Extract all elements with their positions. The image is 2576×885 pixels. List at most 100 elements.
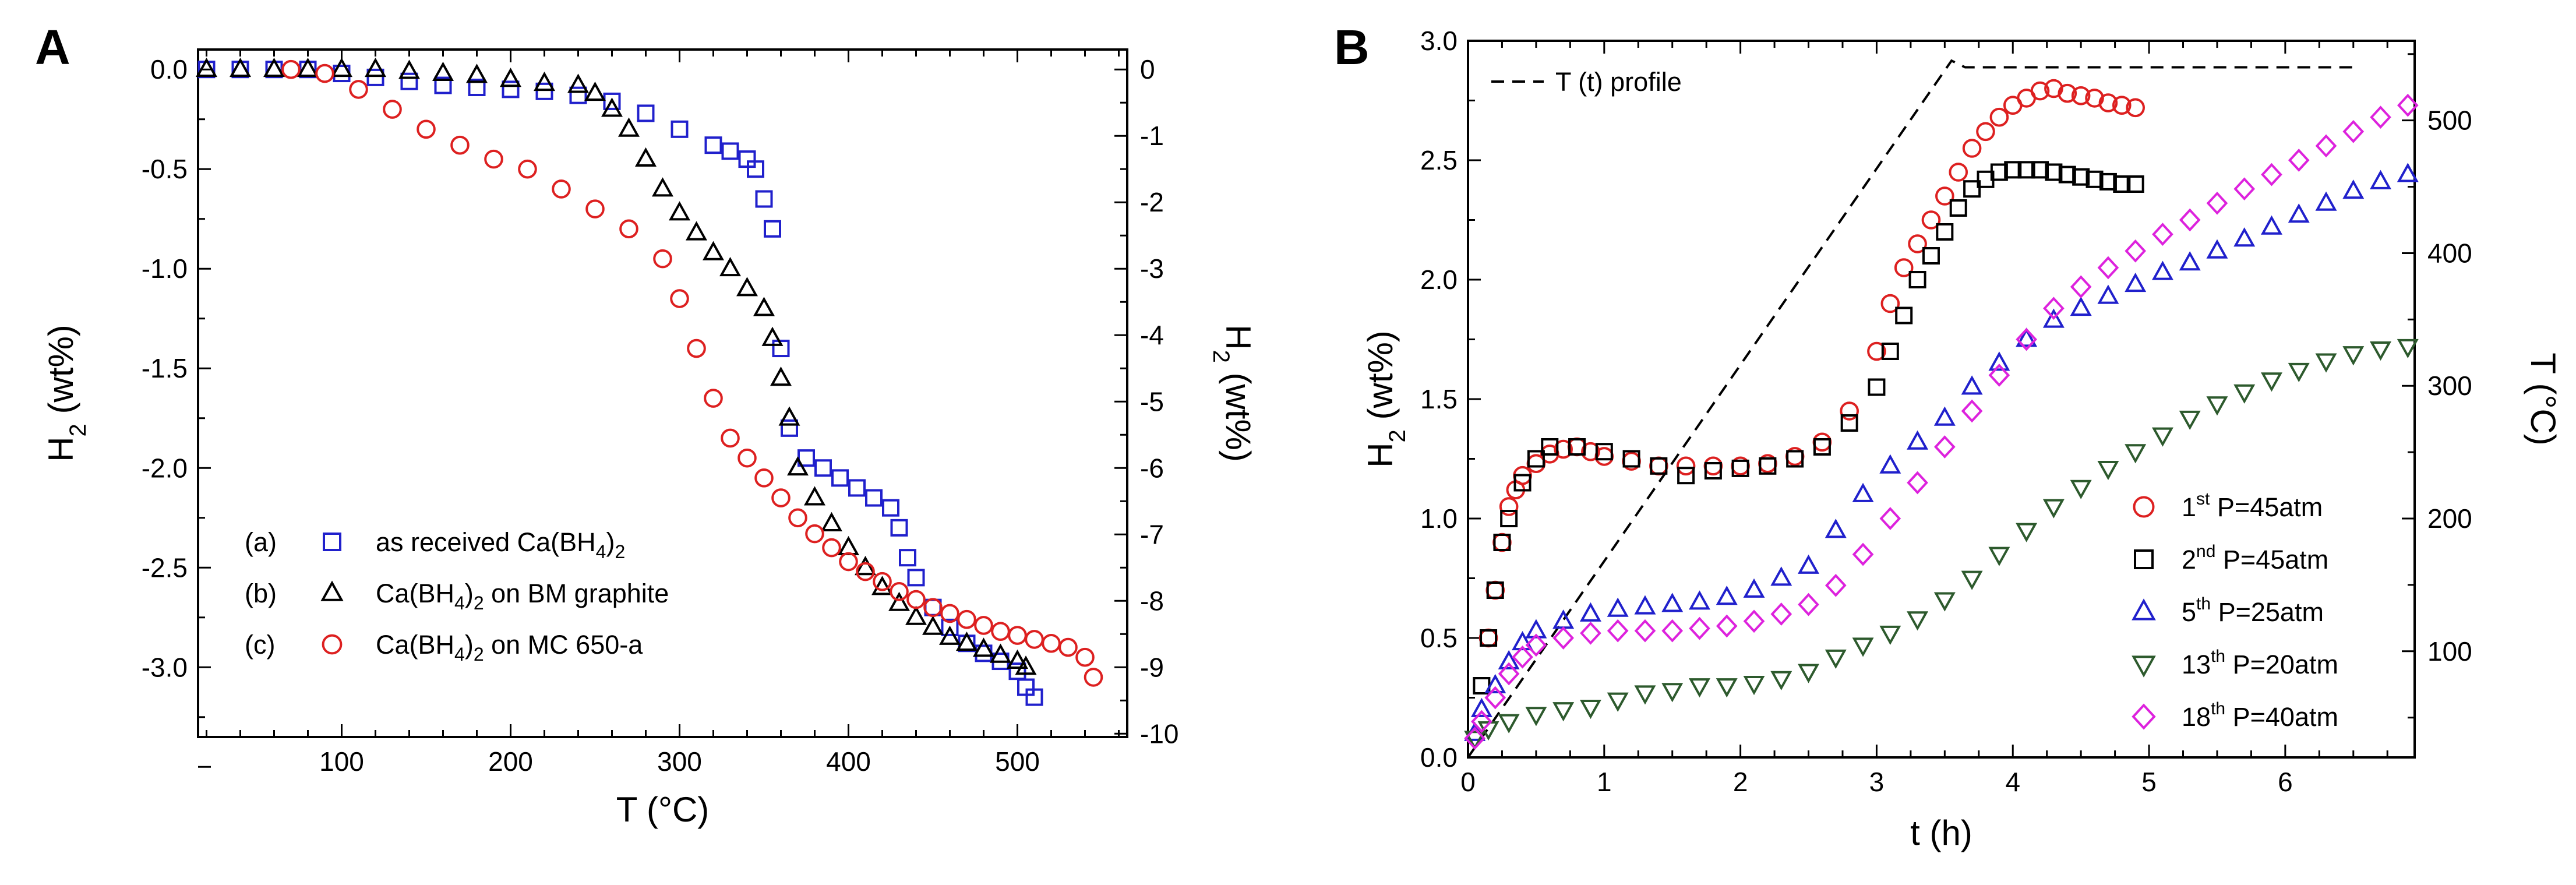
data-point — [1895, 306, 1913, 325]
x-tick-label-a: 200 — [488, 746, 533, 777]
data-point — [400, 72, 418, 90]
data-point — [1798, 664, 1820, 683]
data-point — [1989, 107, 2009, 127]
legend-label-a-0: (a) — [245, 527, 277, 557]
y-tick-label-a: 0.0 — [150, 54, 188, 84]
y2-axis-title-a-suffix: (wt%) — [1219, 363, 1258, 462]
data-point — [2342, 119, 2365, 143]
data-point — [957, 609, 976, 629]
data-point — [1485, 580, 1505, 600]
data-point — [1988, 364, 2010, 387]
data-point — [990, 643, 1011, 663]
data-point — [1554, 439, 1573, 459]
data-point — [2179, 410, 2201, 431]
legend-text-sub2: 2 — [474, 644, 484, 665]
legend-ordinal: 1 — [2182, 492, 2196, 522]
data-point — [991, 622, 1010, 641]
data-point — [2070, 479, 2092, 499]
data-point — [1008, 626, 1027, 645]
data-point — [1568, 438, 1586, 456]
data-point — [1471, 710, 1492, 734]
data-point — [1907, 471, 1928, 495]
series-a-0 — [197, 61, 1043, 706]
data-point — [502, 80, 520, 98]
data-point — [2126, 98, 2145, 118]
data-point — [1840, 414, 1858, 432]
y2-tick-label-a: -10 — [1140, 718, 1178, 749]
panel-letter-b: B — [1334, 20, 1370, 75]
data-point — [2397, 339, 2419, 359]
data-point — [398, 59, 420, 79]
y2-axis-title-a: H2 (wt%) — [1208, 325, 1258, 462]
data-point — [787, 456, 809, 476]
data-point — [2315, 191, 2337, 211]
data-point — [2016, 327, 2038, 347]
data-point — [1907, 430, 1929, 450]
data-point — [2370, 105, 2391, 129]
data-point — [2070, 275, 2092, 299]
data-point — [1840, 401, 1859, 421]
data-point — [2233, 177, 2256, 201]
legend-text-end: ) — [606, 527, 615, 557]
data-point — [2016, 523, 2038, 542]
data-point — [1042, 633, 1061, 653]
data-point — [2016, 327, 2037, 351]
data-point — [669, 201, 690, 221]
legend-text-sub2: 2 — [615, 541, 625, 562]
x-tick-label-a: 400 — [826, 746, 871, 777]
data-point — [1770, 671, 1792, 690]
y2-tick-label-a: -4 — [1140, 320, 1164, 350]
data-point — [2125, 444, 2147, 464]
data-point — [2151, 260, 2173, 280]
data-point — [1880, 294, 1900, 313]
data-point — [1579, 699, 1601, 720]
data-point — [2151, 427, 2173, 447]
data-point — [778, 406, 800, 426]
data-point — [1759, 457, 1777, 475]
data-point — [2288, 149, 2310, 172]
data-point — [601, 97, 623, 117]
data-point — [2098, 93, 2118, 112]
data-point — [1689, 616, 1710, 640]
data-point — [761, 326, 784, 346]
data-point — [805, 524, 824, 544]
y-axis-title-b-sub: 2 — [1385, 429, 1410, 442]
data-point — [1988, 351, 2010, 371]
data-point — [2261, 372, 2282, 392]
data-point — [1879, 507, 1901, 530]
y-axis-title-a: H2 (wt%) — [41, 325, 91, 462]
series-b-4 — [1464, 93, 2419, 750]
legend-ordinal-suffix: th — [2211, 647, 2225, 666]
y-axis-title-a-sub: 2 — [65, 424, 91, 436]
x-tick-label-a: 100 — [319, 746, 364, 777]
data-point — [814, 459, 832, 477]
y2-tick-label-a: -8 — [1140, 586, 1164, 616]
y-tick-label-b: 1.0 — [1420, 503, 1458, 534]
legend-ordinal: 2 — [2182, 545, 2196, 574]
legend-text-rest: on MC 650-a — [484, 630, 644, 660]
data-point — [1990, 163, 2008, 181]
data-point — [771, 488, 791, 507]
data-point — [873, 572, 892, 591]
data-point — [2004, 161, 2022, 179]
data-point — [635, 147, 657, 167]
data-point — [2017, 161, 2035, 179]
data-point — [839, 552, 858, 572]
data-point — [1813, 438, 1831, 456]
data-point — [1963, 180, 1981, 198]
data-point — [754, 468, 774, 488]
legend-marker-b-1 — [2134, 549, 2154, 569]
data-point — [1961, 399, 1983, 423]
data-point — [1525, 707, 1547, 727]
data-point — [1634, 685, 1656, 705]
data-point — [1852, 637, 1874, 657]
data-point — [941, 618, 959, 636]
data-point — [2044, 79, 2063, 98]
data-point — [1634, 595, 1656, 615]
legend-text-end: ) — [465, 630, 474, 660]
data-point — [1478, 628, 1498, 648]
data-point — [1852, 542, 1874, 566]
data-point — [618, 117, 640, 137]
data-point — [2126, 175, 2144, 193]
data-point — [1464, 727, 1486, 750]
